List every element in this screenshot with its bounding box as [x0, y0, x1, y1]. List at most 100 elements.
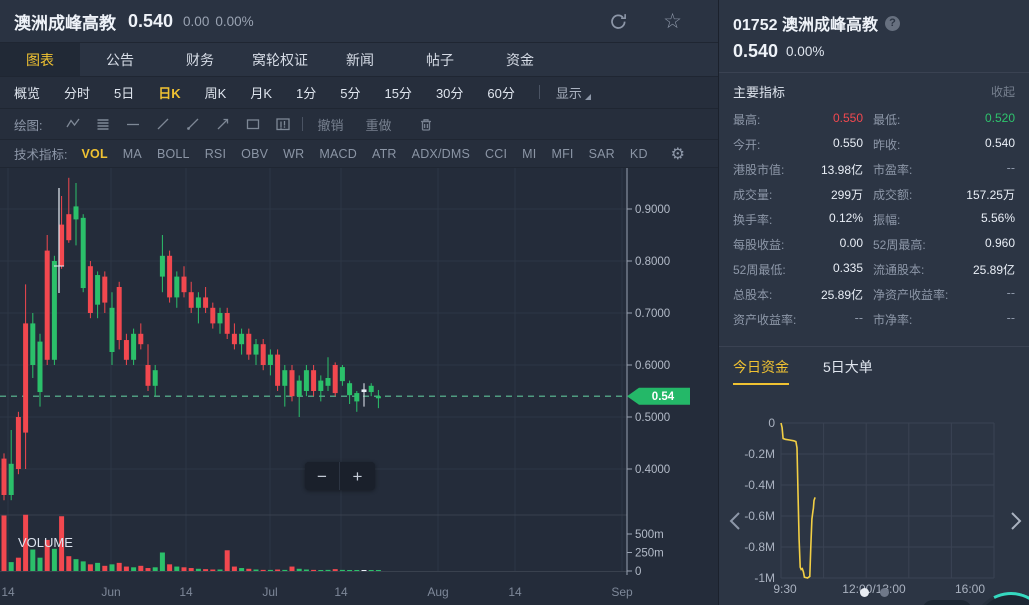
stat-value-prev-close: 0.540	[984, 136, 1015, 150]
svg-text:14: 14	[334, 585, 348, 599]
timeframe-5d[interactable]: 5日	[114, 85, 135, 101]
metrics-header: 主要指标 收起	[719, 73, 1029, 103]
stat-label-high: 最高:	[733, 113, 761, 127]
svg-text:0: 0	[635, 566, 641, 578]
svg-text:0.7000: 0.7000	[635, 308, 670, 320]
stat-label-hk-market-cap: 港股市值:	[733, 163, 785, 177]
trash-button[interactable]	[414, 116, 438, 132]
stat-value-pe-ratio: --	[1006, 161, 1015, 175]
stat-value-roe: --	[1006, 286, 1015, 300]
trend-line-icon[interactable]	[148, 116, 178, 132]
floating-pill[interactable]	[922, 600, 972, 605]
display-menu-button[interactable]: 显示	[556, 83, 591, 102]
indicator-label: 技术指标:	[14, 148, 68, 163]
stat-label-pe-ratio: 市盈率:	[873, 163, 913, 177]
timeframe-1w[interactable]: 周K	[204, 85, 227, 101]
timeframe-60min[interactable]: 60分	[487, 85, 515, 101]
drawing-label: 绘图:	[14, 118, 43, 133]
nav-tab-warrants[interactable]: 窝轮权证	[252, 51, 308, 68]
refresh-button[interactable]	[604, 11, 633, 32]
zoom-in-button[interactable]: +	[340, 462, 375, 490]
nav-tab-posts[interactable]: 帖子	[426, 51, 454, 68]
indicator-cci[interactable]: CCI	[485, 146, 508, 161]
nav-tab-news[interactable]: 新闻	[346, 51, 374, 68]
indicator-sar[interactable]: SAR	[588, 146, 615, 161]
indicator-mfi[interactable]: MFI	[551, 146, 574, 161]
timeframe-15min[interactable]: 15分	[384, 85, 412, 101]
stat-label-roe: 净资产收益率:	[873, 288, 949, 302]
indicator-wr[interactable]: WR	[283, 146, 305, 161]
indicator-adx-dms[interactable]: ADX/DMS	[411, 146, 471, 161]
timeframe-intraday[interactable]: 分时	[64, 85, 91, 101]
nav-tab-bar: 图表 公告 财务 窝轮权证 新闻 帖子 资金	[0, 43, 718, 78]
divider	[719, 346, 1029, 347]
stat-label-open: 今开:	[733, 138, 761, 152]
nav-tab-financials[interactable]: 财务	[186, 51, 214, 68]
candlestick-chart[interactable]: 0.9000 0.8000 0.7000 0.6000 0.5000 0.4000 500m…	[0, 168, 718, 605]
timeframe-1min[interactable]: 1分	[296, 85, 317, 101]
pager-dot-1[interactable]	[879, 588, 889, 597]
nav-tab-funds[interactable]: 资金	[506, 51, 534, 68]
stat-value-high: 0.550	[832, 111, 863, 125]
change-percent: 0.00%	[215, 13, 254, 29]
timeframe-30min[interactable]: 30分	[435, 85, 464, 101]
stat-label-float-shares: 流通股本:	[873, 263, 925, 277]
svg-text:250m: 250m	[635, 548, 664, 560]
ray-line-icon[interactable]	[178, 116, 208, 132]
svg-text:VOLUME: VOLUME	[18, 535, 73, 550]
chevron-left-icon	[729, 512, 740, 530]
indicator-obv[interactable]: OBV	[241, 146, 269, 161]
timeframe-1mo[interactable]: 月K	[250, 85, 272, 101]
tab-five-day-big-orders[interactable]: 5日大单	[823, 359, 873, 375]
panel-stock-title: 01752 澳洲成峰高教	[733, 17, 878, 34]
pager-dot-0[interactable]	[859, 588, 869, 597]
indicator-boll[interactable]: BOLL	[156, 146, 190, 161]
key-metrics-grid: 最高: 0.550 最低: 0.520 今开: 0.550 昨收: 0.540 港股市值: 13.…	[719, 103, 1029, 340]
timeframe-overview[interactable]: 概览	[14, 85, 41, 101]
stat-value-volume: 299万	[830, 188, 863, 202]
zigzag-line-icon[interactable]	[58, 116, 88, 132]
nav-tab-chart[interactable]: 图表	[0, 43, 80, 77]
svg-text:9:30: 9:30	[773, 582, 797, 596]
favorite-star-button[interactable]: ☆	[659, 11, 686, 32]
fund-flow-chart-svg: 0 -0.2M -0.4M -0.6M -0.8M -1M9:30 12:00/13:00 1…	[744, 416, 995, 596]
indicator-mi[interactable]: MI	[522, 146, 537, 161]
fund-flow-chart[interactable]: 0 -0.2M -0.4M -0.6M -0.8M -1M 9:30 12:00/13:00 1…	[719, 385, 1029, 600]
rectangle-icon[interactable]	[238, 116, 268, 132]
stat-value-turnover: 157.25万	[966, 188, 1015, 202]
svg-text:0.54: 0.54	[652, 391, 675, 403]
drawing-tools	[58, 116, 298, 132]
refresh-icon	[611, 13, 627, 29]
info-icon[interactable]: ?	[884, 15, 900, 31]
prev-chevron-button[interactable]	[727, 509, 743, 536]
next-chevron-button[interactable]	[1008, 509, 1024, 536]
indicator-ma[interactable]: MA	[122, 146, 142, 161]
timeframe-5min[interactable]: 5分	[340, 85, 361, 101]
svg-text:0.6000: 0.6000	[635, 360, 670, 372]
nav-tab-announcements[interactable]: 公告	[106, 51, 134, 68]
indicator-macd[interactable]: MACD	[319, 146, 357, 161]
zoom-out-button[interactable]: −	[305, 462, 340, 490]
timeframe-1d[interactable]: 日K	[158, 85, 181, 101]
indicator-rsi[interactable]: RSI	[204, 146, 227, 161]
stat-value-52w-high: 0.960	[984, 236, 1015, 250]
svg-text:0.4000: 0.4000	[635, 464, 670, 476]
change-value: 0.00	[183, 13, 210, 29]
indicator-kd[interactable]: KD	[629, 146, 648, 161]
zoom-controls: − +	[305, 462, 375, 490]
arrow-line-icon[interactable]	[208, 116, 238, 132]
indicator-atr[interactable]: ATR	[371, 146, 397, 161]
quote-header: 01752 澳洲成峰高教 ? 0.540 0.00%	[719, 0, 1029, 66]
indicator-vol[interactable]: VOL	[81, 146, 108, 161]
horizontal-line-icon[interactable]	[118, 116, 148, 132]
undo-button[interactable]: 撤销	[317, 117, 344, 133]
svg-text:14: 14	[1, 585, 15, 599]
tab-today-funds[interactable]: 今日资金	[733, 357, 789, 385]
redo-button[interactable]: 重做	[365, 117, 392, 133]
parallel-lines-icon[interactable]	[88, 116, 118, 132]
volume-profile-icon[interactable]	[268, 116, 298, 132]
gear-icon[interactable]: ⚙	[670, 145, 686, 163]
stat-value-total-shares: 25.89亿	[820, 288, 863, 302]
trash-icon	[420, 119, 431, 131]
collapse-button[interactable]: 收起	[990, 85, 1015, 99]
